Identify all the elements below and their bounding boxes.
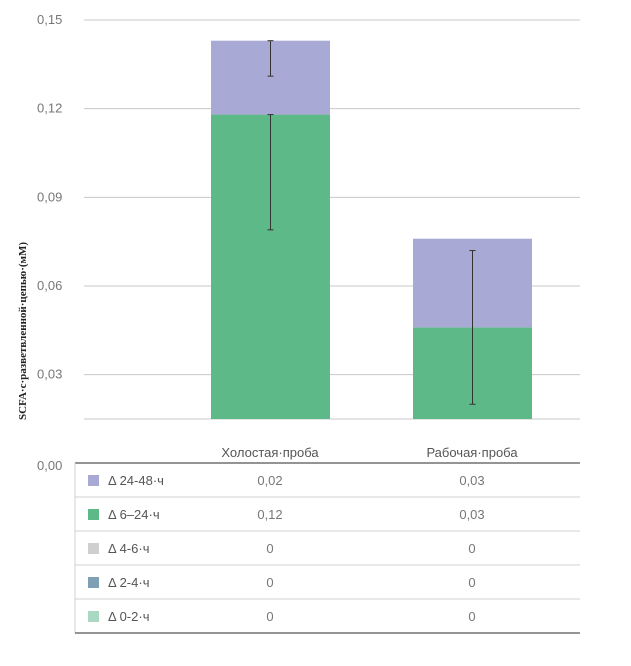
legend-swatch [88, 611, 99, 622]
data-table: Холостая·проба Рабочая·проба Δ 24-48·ч 0,02… [74, 445, 580, 634]
table-cell: 0,03 [459, 473, 484, 488]
column-header: Рабочая·проба [426, 445, 518, 460]
legend-label: Δ 4-6·ч [108, 541, 149, 556]
table-row: Δ 0-2·ч 0 0 [75, 609, 580, 634]
table-cell: 0 [468, 575, 475, 590]
table-row: Δ 6–24·ч 0,12 0,03 [75, 507, 580, 532]
table-cell: 0,03 [459, 507, 484, 522]
y-tick-label: 0,12 [37, 101, 62, 116]
error-bars [267, 40, 476, 405]
table-row: Δ 24-48·ч 0,02 0,03 [75, 473, 580, 498]
y-tick-label: 0,09 [37, 189, 62, 204]
y-tick-label: 0,06 [37, 278, 62, 293]
table-cell: 0,02 [257, 473, 282, 488]
table-cell: 0 [266, 575, 273, 590]
legend-label: Δ 6–24·ч [108, 507, 160, 522]
y-axis-label: SCFA·с·разветвленной·цепью·(мМ) [17, 242, 29, 420]
table-cell: 0 [468, 609, 475, 624]
legend-label: Δ 0-2·ч [108, 609, 149, 624]
legend-swatch [88, 475, 99, 486]
y-tick-label: 0,15 [37, 12, 62, 27]
legend-label: Δ 2-4·ч [108, 575, 149, 590]
bars [211, 40, 532, 420]
y-tick-label: 0,00 [37, 458, 62, 473]
table-cell: 0 [266, 609, 273, 624]
table-cell: 0 [266, 541, 273, 556]
table-row: Δ 2-4·ч 0 0 [75, 575, 580, 600]
legend-swatch [88, 577, 99, 588]
column-header: Холостая·проба [221, 445, 319, 460]
y-tick-label: 0,03 [37, 367, 62, 382]
table-row: Δ 4-6·ч 0 0 [75, 541, 580, 566]
y-axis-ticks: 0,00 0,03 0,06 0,09 0,12 0,15 [37, 12, 62, 473]
legend-swatch [88, 509, 99, 520]
legend-label: Δ 24-48·ч [108, 473, 164, 488]
table-cell: 0 [468, 541, 475, 556]
legend-swatch [88, 543, 99, 554]
table-cell: 0,12 [257, 507, 282, 522]
